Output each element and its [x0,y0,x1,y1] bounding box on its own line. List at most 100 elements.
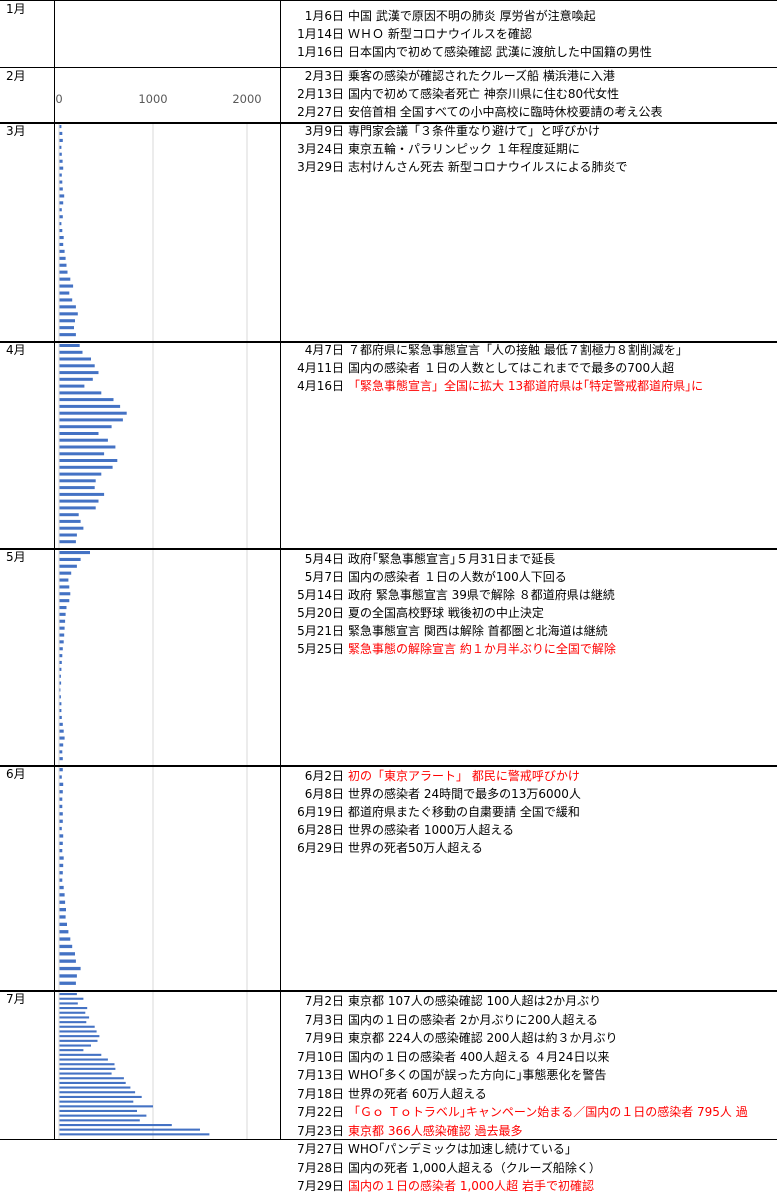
bar [59,775,62,779]
bar [59,533,77,537]
bar [59,404,121,408]
bar [59,952,75,956]
bar [59,452,105,456]
bar [59,159,63,163]
event-text: 中国 武漢で原因不明の肺炎 厚労省が注意喚起 [348,9,596,23]
bar [59,757,63,761]
event-text: 国内の感染者 １日の人数が100人下回る [348,570,567,584]
event-date: 1月14日 [297,27,344,41]
event-date: 5月7日 [304,570,344,584]
bar [59,863,64,868]
bar [59,344,80,347]
event-date: 7月29日 [297,1179,344,1193]
bar [59,312,78,316]
bar [59,1021,87,1024]
event-text: 国内の１日の感染者 2か月ぶりに200人超える [348,1012,598,1027]
bar [59,856,64,860]
event-text: 世界の感染者 1000万人超える [348,823,514,837]
bar [59,551,90,555]
bar [59,1063,115,1066]
bar [59,974,77,978]
bar [59,208,62,212]
bar [59,180,63,184]
bar [59,1086,131,1089]
event-date: 7月18日 [297,1086,344,1101]
bar [59,284,74,288]
event-date: 2月3日 [304,69,344,83]
bar [59,709,62,713]
month-label: 1月 [6,2,26,16]
bar [59,915,66,919]
bar [59,804,63,809]
bar [59,472,102,476]
bar [59,1035,100,1038]
bar [59,222,62,226]
bar [59,944,73,949]
bar [59,391,102,395]
row-border [0,990,777,992]
bar [59,674,61,678]
event-date: 3月24日 [297,142,344,156]
bar [59,398,114,402]
bar [59,486,95,490]
bar [59,743,64,747]
event-text: 都道府県またぐ移動の自粛要請 全国で緩和 [348,805,580,819]
event-text: 夏の全国高校野球 戦後初の中止決定 [348,606,544,620]
bar [59,878,63,882]
row-border [0,341,777,343]
event-text: 政府 緊急事態宣言 39県で解除 ８都道府県は継続 [348,588,615,602]
event-text: 世界の死者 60万人超える [348,1086,487,1101]
month-label: 3月 [6,124,26,138]
event-date: 7月9日 [304,1031,344,1045]
bar [59,236,64,240]
bar [59,333,76,337]
event-date: 4月11日 [297,361,344,375]
event-date: 7月23日 [297,1123,344,1138]
bar [59,377,93,381]
bar [59,893,65,897]
bar [59,841,63,845]
event-text: 東京五輪・パラリンピック １年程度延期に [348,142,580,156]
bar [59,937,71,941]
column-divider [54,0,55,1140]
bar [59,1109,137,1112]
bar [59,849,63,853]
event-text: 世界の死者50万人超える [348,841,483,855]
bar [59,782,64,786]
bar [59,152,62,156]
bar [59,908,66,912]
event-text: 世界の感染者 24時間で最多の13万6000人 [348,787,581,801]
event-text: 国内の感染者 １日の人数としてはこれまでで最多の700人超 [348,361,675,375]
bar [59,138,63,142]
bar [59,357,91,361]
bar [59,1016,90,1019]
bar [59,790,63,794]
event-date: 6月29日 [297,841,344,855]
event-text: 専門家会議「３条件重なり避けて」と呼びかけ [348,124,601,138]
bar [59,479,96,483]
bar [59,599,70,603]
row-border [0,1139,777,1140]
bar [59,640,64,644]
bar [59,384,85,388]
bar [59,519,81,523]
bar [59,249,65,253]
event-date: 1月16日 [297,45,344,59]
bar [59,145,62,149]
event-text: 国内の１日の感染者 400人超える ４月24日以来 [348,1049,610,1064]
bar [59,263,67,267]
bar [59,959,76,963]
bar [59,371,99,375]
month-label: 2月 [6,69,26,83]
bar [59,418,123,422]
bar [59,715,62,719]
bar [59,1049,84,1052]
x-tick-label: 2000 [232,92,262,106]
bar [59,660,62,664]
bar [59,922,67,926]
row-border [0,0,777,1]
bar [59,166,64,170]
bar [59,633,65,637]
bar [59,1044,91,1047]
